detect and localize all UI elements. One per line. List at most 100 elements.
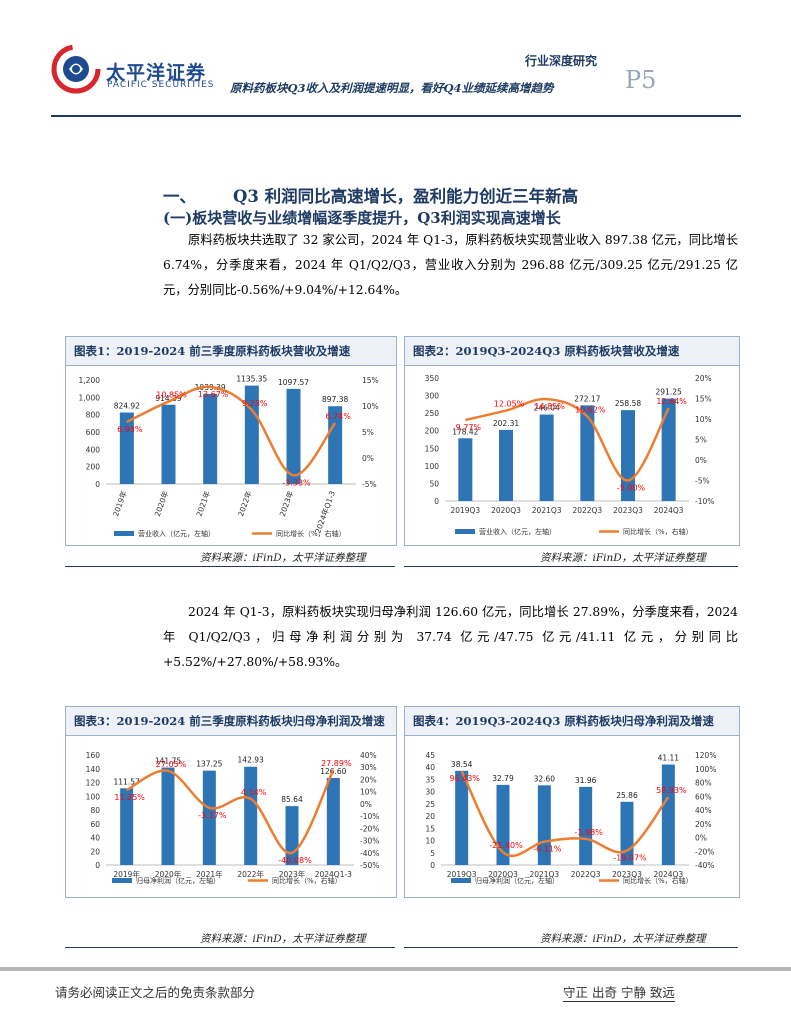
section-heading-number: 一、 <box>163 187 196 206</box>
legend-bar-swatch <box>114 531 134 536</box>
page-number: P5 <box>625 66 657 94</box>
left-axis-tick-label: 800 <box>86 411 101 420</box>
report-type: 行业深度研究 <box>525 54 598 68</box>
left-axis-tick-label: 160 <box>86 751 101 760</box>
x-axis-tick-label: 2020Q3 <box>491 506 521 515</box>
legend-line-label: 同比增长（%，右轴） <box>272 876 342 885</box>
bar-data-label: 914.39 <box>155 394 181 403</box>
legend-bar-label: 营业收入（亿元，左轴） <box>138 529 215 538</box>
line-data-label: 27.05% <box>156 760 187 769</box>
left-axis-tick-label: 100 <box>86 792 101 801</box>
right-axis-tick-label: 40% <box>360 751 377 760</box>
figure-title: 图表1：2019-2024 前三季度原料药板块营收及增速 <box>66 337 396 366</box>
line-data-label: -1.98% <box>575 828 604 837</box>
left-axis-tick-label: 600 <box>86 428 101 437</box>
right-axis-tick-label: -40% <box>360 849 379 858</box>
figure-source: 资料来源：iFinD，太平洋证券整理 <box>540 552 706 564</box>
left-axis-tick-label: 40 <box>425 763 435 772</box>
right-axis-tick-label: 60% <box>695 792 712 801</box>
figure-source: 资料来源：iFinD，太平洋证券整理 <box>200 552 366 564</box>
bar-data-label: 111.57 <box>114 777 140 786</box>
x-axis-tick-label: 2020年 <box>155 869 182 879</box>
x-axis-tick-label: 2023年 <box>279 869 306 879</box>
right-axis-tick-label: 20% <box>695 820 712 829</box>
logo-chinese-name: 太平洋证券 <box>106 62 207 84</box>
source-divider <box>404 566 738 567</box>
line-data-label: 13.67% <box>198 390 229 399</box>
right-axis-tick-label: 20% <box>360 775 377 784</box>
section-heading: 一、 Q3 利润同比高速增长，盈利能力创近三年新高 <box>163 183 578 207</box>
x-axis-tick-label: 2019年 <box>110 489 129 518</box>
line-data-label: 10.85% <box>156 391 187 400</box>
left-axis-tick-label: 150 <box>425 444 440 453</box>
figure-4: 图表4：2019Q3-2024Q3 原料药板块归母净利润及增速 0 5 10 15 20… <box>404 706 740 898</box>
left-axis-tick-label: 20 <box>425 812 435 821</box>
right-axis-tick-label: 40% <box>695 806 712 815</box>
left-axis-tick-label: 10 <box>425 837 435 846</box>
figure-2: 图表2：2019Q3-2024Q3 原料药板块营收及增速 0 50 100 150 20… <box>404 336 740 546</box>
growth-line <box>460 770 670 858</box>
x-axis-tick-label: 2023年 <box>277 489 296 518</box>
right-axis-tick-label: -5% <box>362 480 377 489</box>
bar <box>455 770 469 865</box>
line-data-label: 6.74% <box>325 412 351 421</box>
figure-title: 图表4：2019Q3-2024Q3 原料药板块归母净利润及增速 <box>405 707 739 736</box>
paragraph-profit: 2024 年 Q1-3，原料药板块实现归母净利润 126.60 亿元，同比增长 … <box>163 605 738 669</box>
x-axis-tick-label: 2024Q3 <box>653 870 683 879</box>
figure-source: 资料来源：iFinD，太平洋证券整理 <box>200 933 366 945</box>
left-axis-tick-label: 35 <box>425 775 435 784</box>
line-data-label: -5.00% <box>617 484 646 493</box>
left-axis-tick-label: 25 <box>425 800 435 809</box>
line-data-label: 11.25% <box>114 793 145 802</box>
right-axis-tick-label: 5% <box>362 428 374 437</box>
x-axis-tick-label: 2022年 <box>237 869 264 879</box>
x-axis-tick-label: 2019Q3 <box>447 870 477 879</box>
line-data-label: 96.43% <box>449 774 480 783</box>
left-axis-tick-label: 15 <box>425 824 435 833</box>
bar-data-label: 41.11 <box>658 754 680 763</box>
bar <box>328 406 343 484</box>
bar <box>579 786 593 865</box>
bar-data-label: 178.42 <box>452 427 478 436</box>
bar-data-label: 38.54 <box>451 760 473 769</box>
legend-bar-swatch <box>451 878 471 883</box>
growth-line <box>465 397 670 482</box>
x-axis-tick-label: 2023Q3 <box>612 870 642 879</box>
line-data-label: 12.05% <box>494 400 525 409</box>
bar <box>499 429 513 501</box>
left-axis-tick-label: 200 <box>425 427 440 436</box>
left-axis-tick-label: 1,200 <box>79 376 101 385</box>
right-axis-tick-label: 10% <box>695 415 712 424</box>
bar <box>202 770 216 865</box>
line-data-label: -21.40% <box>489 841 523 850</box>
right-axis-tick-label: -10% <box>360 812 379 821</box>
source-divider <box>404 947 738 948</box>
legend-line-label: 同比增长（%，右轴） <box>276 529 346 538</box>
bar-data-label: 1097.57 <box>278 378 309 387</box>
right-axis-tick-label: 0% <box>360 800 372 809</box>
bar <box>161 404 176 484</box>
bar-data-label: 25.86 <box>616 791 638 800</box>
bar-data-label: 31.96 <box>575 776 597 785</box>
bar <box>203 393 218 484</box>
bar <box>120 788 134 865</box>
x-axis-tick-label: 2024Q1-3 <box>315 870 352 879</box>
left-axis-tick-label: 250 <box>425 409 440 418</box>
legend-line-label: 同比增长（%，右轴） <box>623 527 693 536</box>
footer-motto: 守正 出奇 宁静 致远 <box>563 982 675 1002</box>
bar-data-label: 202.31 <box>493 419 519 428</box>
x-axis-tick-label: 2019年 <box>113 869 140 879</box>
growth-line <box>126 385 337 477</box>
source-divider <box>65 566 395 567</box>
source-divider <box>65 947 395 948</box>
line-data-label: 12.64% <box>656 397 687 406</box>
line-data-label: 6.93% <box>117 425 143 434</box>
left-axis-tick-label: 5 <box>430 849 435 858</box>
x-axis-tick-label: 2022Q3 <box>572 506 602 515</box>
bar <box>537 785 551 865</box>
right-axis-tick-label: 10% <box>362 402 379 411</box>
right-axis-tick-label: 15% <box>362 376 379 385</box>
report-subtitle: 原料药板块Q3收入及利润提速明显，看好Q4业绩延续高增趋势 <box>230 81 554 95</box>
line-data-label: 10.62% <box>575 405 606 414</box>
bar-data-label: 258.58 <box>615 399 641 408</box>
